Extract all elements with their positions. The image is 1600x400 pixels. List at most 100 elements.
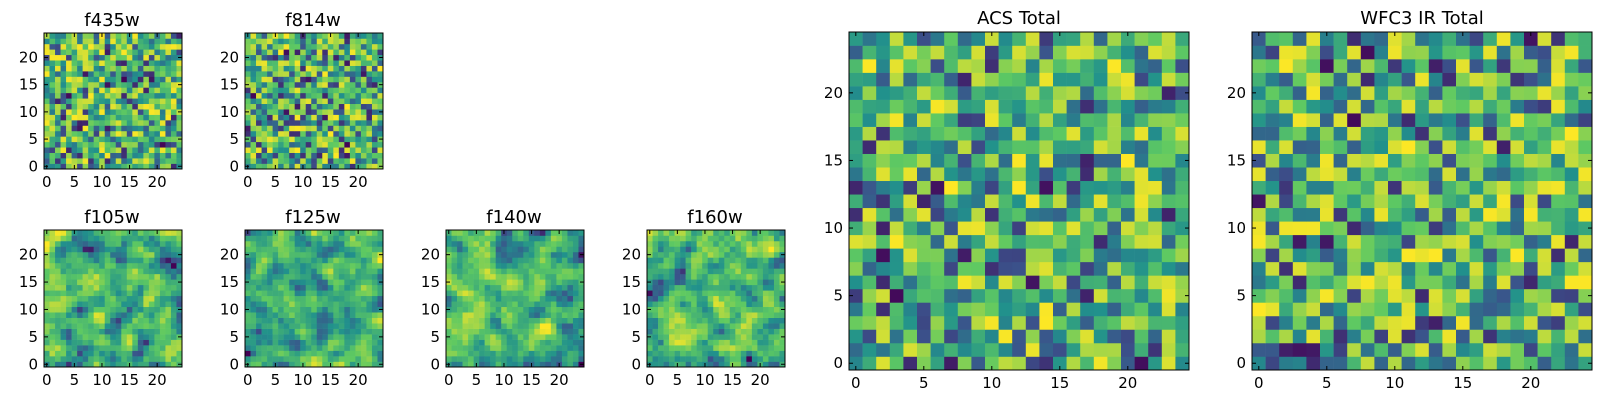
heatmap-cell xyxy=(479,356,485,362)
heatmap-cell xyxy=(779,328,786,335)
heatmap-cell xyxy=(170,312,177,318)
heatmap-cell xyxy=(110,323,117,329)
heatmap-cell xyxy=(104,257,111,264)
heatmap-cell xyxy=(523,273,530,280)
heatmap-cell xyxy=(316,141,323,148)
heatmap-cell xyxy=(333,114,340,121)
heatmap-cell xyxy=(338,279,345,286)
heatmap-cell xyxy=(272,71,279,77)
heatmap-cell xyxy=(696,262,703,269)
heatmap-cell xyxy=(159,43,166,50)
heatmap-cell xyxy=(762,268,769,275)
heatmap-cell xyxy=(322,163,329,170)
heatmap-cell xyxy=(256,114,262,121)
heatmap-cell xyxy=(1401,275,1416,290)
heatmap-cell xyxy=(523,306,530,313)
heatmap-cell xyxy=(311,141,318,148)
heatmap-cell xyxy=(159,152,166,159)
heatmap-cell xyxy=(261,328,268,335)
heatmap-cell xyxy=(66,328,72,335)
heatmap-cell xyxy=(1415,356,1430,371)
heatmap-cell xyxy=(126,71,133,77)
heatmap-cell xyxy=(121,279,128,286)
heatmap-cell xyxy=(1388,356,1402,371)
heatmap-cell xyxy=(366,339,373,346)
heatmap-cell xyxy=(82,120,89,126)
heatmap-cell xyxy=(457,317,463,324)
heatmap-cell xyxy=(283,312,290,318)
heatmap-cell xyxy=(148,125,155,132)
heatmap-cell xyxy=(1107,261,1122,276)
heatmap-cell xyxy=(561,284,568,291)
heatmap-cell xyxy=(126,43,133,50)
heatmap-cell xyxy=(316,235,323,242)
heatmap-cell xyxy=(154,109,161,115)
heatmap-cell xyxy=(998,140,1013,154)
heatmap-cell xyxy=(294,76,301,83)
heatmap-cell xyxy=(539,317,546,324)
heatmap-cell xyxy=(757,279,764,286)
heatmap-cell xyxy=(88,92,94,99)
heatmap-cell xyxy=(60,130,67,137)
heatmap-cell xyxy=(484,268,491,275)
heatmap-cells xyxy=(1252,32,1593,371)
heatmap-cell xyxy=(278,141,284,148)
heatmap-cell xyxy=(60,109,67,115)
heatmap-cell xyxy=(110,120,117,126)
heatmap-cell xyxy=(669,323,675,329)
heatmap-cell xyxy=(457,361,463,368)
heatmap-cell xyxy=(165,279,172,286)
heatmap-cell xyxy=(696,257,703,264)
heatmap-cell xyxy=(170,114,177,121)
heatmap-cell xyxy=(691,257,697,264)
heatmap-cell xyxy=(170,136,177,143)
heatmap-cell xyxy=(971,342,986,357)
heatmap-cell xyxy=(1279,221,1294,236)
x-tick-label: 5 xyxy=(472,371,482,389)
heatmap-cell xyxy=(250,141,257,148)
heatmap-cell xyxy=(930,72,945,87)
heatmap-cell xyxy=(669,246,675,253)
heatmap-cell xyxy=(132,152,139,159)
heatmap-cell xyxy=(371,103,378,110)
heatmap-cell xyxy=(300,158,307,164)
heatmap-cell xyxy=(333,273,340,280)
heatmap-cell xyxy=(245,141,251,148)
heatmap-cell xyxy=(256,345,262,351)
heatmap-cell xyxy=(272,290,279,297)
heatmap-cell xyxy=(1333,194,1348,209)
heatmap-cell xyxy=(294,130,301,137)
heatmap-cell xyxy=(998,59,1013,73)
heatmap-cell xyxy=(501,339,508,346)
heatmap-cell xyxy=(702,268,709,275)
heatmap-cell xyxy=(545,262,552,269)
heatmap-cell xyxy=(289,103,295,110)
heatmap-cell xyxy=(1292,302,1307,317)
heatmap-cell xyxy=(289,87,295,94)
heatmap-cell xyxy=(360,251,367,258)
heatmap-cell xyxy=(762,339,769,346)
heatmap-cell xyxy=(349,295,356,302)
heatmap-cell xyxy=(751,246,758,253)
heatmap-cell xyxy=(66,136,72,143)
heatmap-cell xyxy=(93,92,100,99)
heatmap-cell xyxy=(534,251,541,258)
heatmap-cell xyxy=(256,71,262,77)
heatmap-cell xyxy=(849,329,863,344)
heatmap-cell xyxy=(104,152,111,159)
heatmap-cell xyxy=(250,240,257,247)
heatmap-cell xyxy=(49,136,56,143)
heatmap-cell xyxy=(1161,234,1176,249)
heatmap-cell xyxy=(256,125,262,132)
heatmap-cell xyxy=(691,350,697,357)
heatmap-cell xyxy=(250,262,257,269)
heatmap-cell xyxy=(126,246,133,253)
heatmap-cell xyxy=(501,356,508,362)
heatmap-cell xyxy=(121,136,128,143)
heatmap-cell xyxy=(170,158,177,164)
heatmap-cell xyxy=(1279,275,1294,290)
heatmap-cell xyxy=(283,240,290,247)
heatmap-cell xyxy=(55,158,61,164)
heatmap-cell xyxy=(316,323,323,329)
heatmap-cell xyxy=(371,262,378,269)
